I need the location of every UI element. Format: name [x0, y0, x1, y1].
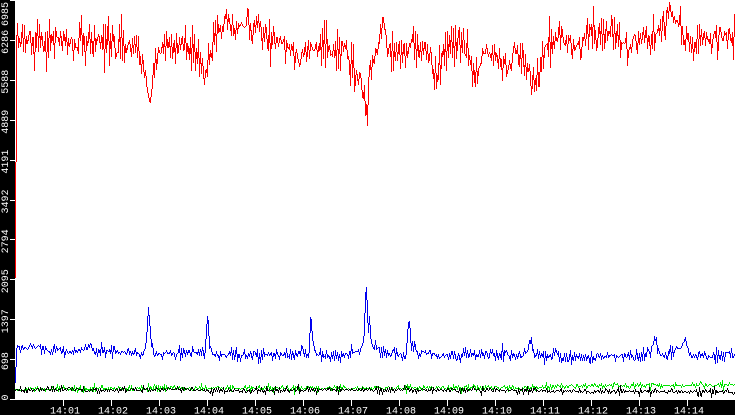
svg-text:0: 0: [1, 394, 12, 400]
svg-text:6985: 6985: [1, 2, 12, 26]
svg-text:14:05: 14:05: [242, 407, 272, 415]
svg-text:4889: 4889: [1, 110, 12, 134]
svg-text:14:12: 14:12: [578, 407, 608, 415]
svg-text:2095: 2095: [1, 269, 12, 293]
svg-text:14:02: 14:02: [98, 407, 128, 415]
svg-text:14:10: 14:10: [482, 407, 512, 415]
svg-text:14:11: 14:11: [530, 407, 560, 415]
svg-text:2794: 2794: [1, 229, 12, 253]
svg-text:6286: 6286: [1, 30, 12, 54]
svg-text:14:04: 14:04: [194, 407, 224, 415]
svg-text:14:01: 14:01: [50, 407, 80, 415]
svg-text:3492: 3492: [1, 189, 12, 213]
svg-text:1397: 1397: [1, 309, 12, 333]
svg-text:4191: 4191: [1, 150, 12, 174]
svg-text:14:06: 14:06: [290, 407, 320, 415]
svg-text:14:09: 14:09: [434, 407, 464, 415]
svg-text:14:08: 14:08: [386, 407, 416, 415]
svg-text:14:14: 14:14: [674, 407, 704, 415]
svg-text:698: 698: [1, 352, 12, 370]
svg-text:5588: 5588: [1, 70, 12, 94]
svg-text:14:03: 14:03: [146, 407, 176, 415]
svg-text:14:07: 14:07: [338, 407, 368, 415]
svg-text:14:13: 14:13: [626, 407, 656, 415]
